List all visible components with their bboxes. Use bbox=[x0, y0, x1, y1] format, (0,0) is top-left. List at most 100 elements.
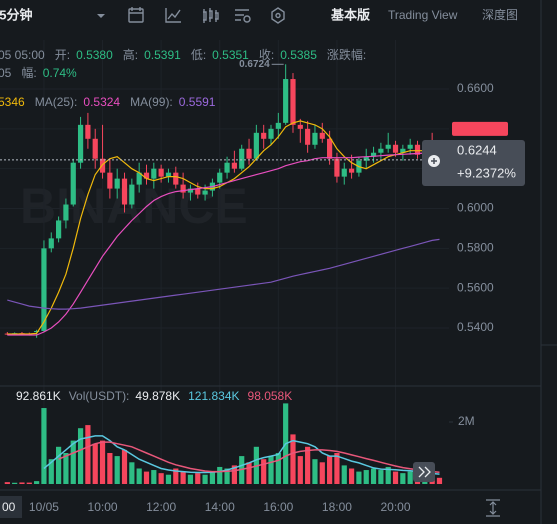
volume-bar bbox=[143, 471, 150, 484]
candle-body bbox=[99, 158, 106, 173]
candle-body bbox=[319, 132, 325, 139]
vol-info: 92.861K Vol(USDT): 49.878K 121.834K 98.058K bbox=[16, 389, 292, 403]
candle-body bbox=[195, 188, 201, 195]
ma-info: 5346 MA(25): 0.5324 MA(99): 0.5591 bbox=[0, 95, 216, 109]
candle-body bbox=[85, 124, 91, 139]
candle-body bbox=[400, 148, 406, 153]
volume-bar bbox=[378, 470, 384, 484]
volume-bar bbox=[327, 456, 333, 484]
candle-body bbox=[275, 122, 281, 129]
price-change: +9.2372% bbox=[457, 165, 516, 180]
volume-bar bbox=[348, 468, 355, 484]
cursor-time-box bbox=[0, 496, 22, 518]
tab-tradingview[interactable]: Trading View bbox=[388, 8, 458, 22]
candle-body bbox=[114, 178, 120, 189]
x-tick-label: 10/05 bbox=[29, 500, 59, 514]
tooltip-icon bbox=[431, 158, 437, 164]
info: MA(99): bbox=[130, 95, 173, 109]
amp-info: 05 幅: 0.74% bbox=[0, 65, 77, 80]
candle-body bbox=[55, 220, 62, 239]
volume-bar bbox=[77, 428, 84, 484]
info: 高: bbox=[123, 47, 138, 62]
last-price: 0.6244 bbox=[457, 142, 497, 157]
y-tick-label: 0.5400 bbox=[457, 320, 494, 334]
volume-bar bbox=[224, 468, 230, 484]
volume-bar bbox=[370, 468, 377, 484]
candle-body bbox=[239, 148, 245, 169]
info: 49.878K bbox=[135, 389, 180, 403]
volume-ma-line bbox=[58, 441, 440, 473]
candle-body bbox=[158, 168, 164, 177]
tool-icons[interactable] bbox=[128, 7, 285, 24]
x-tick-label: 12:00 bbox=[146, 500, 176, 514]
candle-body bbox=[407, 144, 413, 149]
info: 05 bbox=[0, 66, 12, 80]
candle-body bbox=[414, 144, 421, 155]
info: 收: bbox=[259, 48, 274, 62]
volume-bar bbox=[356, 471, 362, 484]
plot: 0.66000.64000.62000.60000.58000.56000.54… bbox=[0, 40, 494, 514]
volume-bar bbox=[129, 462, 135, 484]
scale-icon[interactable] bbox=[486, 499, 500, 517]
candle-body bbox=[268, 128, 274, 139]
volume-bar bbox=[63, 452, 69, 484]
candle-body bbox=[253, 132, 259, 159]
volume-bar bbox=[85, 425, 91, 484]
volume-bar bbox=[305, 446, 311, 484]
candle-body bbox=[151, 168, 157, 179]
info: 0.5351 bbox=[212, 48, 249, 62]
interval[interactable]: 15分钟 bbox=[0, 7, 32, 22]
candle-body bbox=[70, 162, 76, 205]
candle-body bbox=[327, 138, 333, 159]
scroll-icon[interactable] bbox=[418, 466, 431, 478]
candle-body bbox=[202, 190, 208, 195]
volume-bar bbox=[268, 456, 274, 484]
info: 低: bbox=[191, 48, 206, 62]
candle-body bbox=[231, 162, 237, 169]
volume-bar bbox=[231, 465, 237, 484]
volume-bar bbox=[275, 452, 281, 484]
volume-bar bbox=[4, 482, 10, 484]
volume-bar bbox=[41, 408, 47, 484]
volume-bar bbox=[341, 465, 347, 484]
info: 5346 bbox=[0, 95, 25, 109]
volume-bar bbox=[55, 446, 62, 484]
info: 121.834K bbox=[188, 389, 239, 403]
info: 涨跌幅: bbox=[327, 47, 366, 62]
candle-body bbox=[290, 79, 296, 125]
volume-bar bbox=[290, 434, 296, 484]
info: 05 05:00 bbox=[0, 48, 45, 62]
info: 0.5380 bbox=[76, 48, 113, 62]
candle-body bbox=[305, 128, 311, 145]
candle-body bbox=[180, 184, 186, 193]
candle-body bbox=[34, 331, 40, 333]
info: 0.5591 bbox=[179, 95, 216, 109]
candle-body bbox=[136, 172, 142, 185]
ma-line bbox=[7, 238, 440, 310]
volume-bar bbox=[187, 474, 194, 484]
volume-bar bbox=[92, 443, 98, 484]
vol-tick-label: 2M bbox=[458, 414, 475, 428]
x-tick-label: 14:00 bbox=[205, 500, 235, 514]
volume-bar bbox=[12, 482, 18, 484]
info: 0.5385 bbox=[280, 48, 317, 62]
tab-depth[interactable]: 深度图 bbox=[482, 7, 518, 22]
ma-line bbox=[7, 152, 440, 336]
volume-bar bbox=[392, 471, 399, 484]
volume-bar bbox=[217, 466, 223, 484]
candle-body bbox=[348, 168, 355, 173]
x-tick-label: 16:00 bbox=[263, 500, 293, 514]
candle-body bbox=[63, 204, 69, 221]
volume-bar bbox=[297, 456, 303, 484]
candle-body bbox=[187, 188, 194, 193]
x-tick-label: 20:00 bbox=[381, 500, 411, 514]
dropdown-icon[interactable] bbox=[97, 14, 105, 18]
tab-basic[interactable]: 基本版 bbox=[330, 7, 370, 22]
candle-body bbox=[283, 79, 289, 123]
y-tick-label: 0.6600 bbox=[457, 81, 494, 95]
volume-bar bbox=[246, 462, 252, 484]
volume-bar bbox=[151, 470, 157, 484]
volume-bar bbox=[385, 466, 391, 484]
volume-bar bbox=[34, 481, 40, 484]
candle-body bbox=[378, 148, 384, 153]
